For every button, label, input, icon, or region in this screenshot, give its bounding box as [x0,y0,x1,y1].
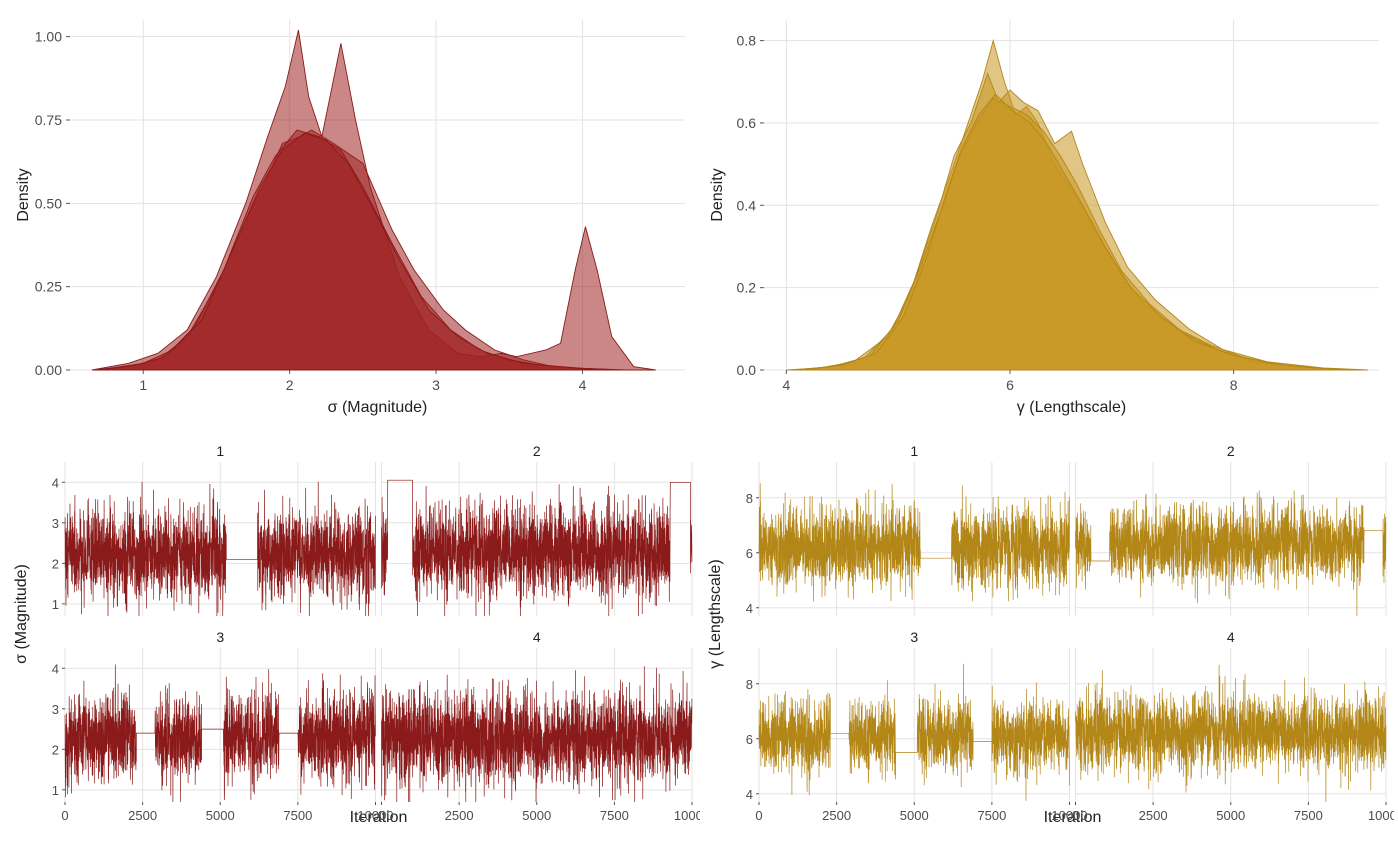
xtick-label: 7500 [283,808,312,823]
density-sigma-svg: 1 2 3 4 0.00 0.25 0.50 0.75 1.00 σ (Magnitude) Den… [10,10,700,430]
ytick-label: 2 [52,742,59,757]
density-gamma-svg: 4 6 8 0.0 0.2 0.4 0.6 0.8 γ (Lengthscale) Density [704,10,1394,430]
ytick-label: 4 [746,601,753,616]
y-axis-title: Density [15,168,32,221]
xtick-label: 2500 [445,808,474,823]
xtick-label: 7500 [977,808,1006,823]
ytick-label: 2 [52,556,59,571]
facet-label: 2 [533,443,541,459]
ytick-label: 8 [746,677,753,692]
xtick-label: 8 [1230,377,1238,393]
xtick-label: 1 [139,377,147,393]
ytick-label: 0.2 [737,280,757,296]
xtick-label: 6 [1006,377,1014,393]
facet-label: 1 [216,443,224,459]
density-gamma-panel: 4 6 8 0.0 0.2 0.4 0.6 0.8 γ (Lengthscale) Density [704,10,1394,430]
ytick-label: 6 [746,732,753,747]
ytick-label: 0.25 [35,279,62,295]
ytick-label: 4 [52,475,59,490]
xtick-label: 5000 [206,808,235,823]
ytick-label: 0.50 [35,195,62,211]
ytick-label: 4 [746,787,753,802]
ytick-label: 0.00 [35,362,62,378]
xtick-label: 0 [61,808,68,823]
xtick-label: 10000 [674,808,700,823]
facet-label: 1 [910,443,918,459]
ytick-label: 1.00 [35,29,62,45]
xtick-label: 5000 [900,808,929,823]
xtick-label: 4 [782,377,790,393]
ytick-label: 6 [746,546,753,561]
xtick-label: 10000 [1368,808,1394,823]
xtick-label: 2500 [1139,808,1168,823]
xtick-label: 2500 [128,808,157,823]
ytick-label: 1 [52,597,59,612]
xtick-label: 3 [432,377,440,393]
facet-label: 4 [1227,629,1235,645]
ytick-label: 0.0 [737,362,757,378]
traces-gamma-panel: γ (Lengthscale)Iteration1468234680250050… [704,434,1394,834]
xtick-label: 0 [1072,808,1079,823]
ytick-label: 0.8 [737,33,757,49]
traces-sigma-panel: σ (Magnitude)Iteration112342312340250050… [10,434,700,834]
ytick-label: 4 [52,661,59,676]
xtick-label: 5000 [522,808,551,823]
x-axis-title: γ (Lengthscale) [1017,399,1126,416]
y-axis-title: σ (Magnitude) [13,564,30,664]
y-axis-title: Density [709,168,726,221]
chart-container: 12340.000.250.500.751.00σ (Magnitude)Den… [10,10,1388,834]
xtick-label: 10000 [357,808,393,823]
traces-gamma-svg: γ (Lengthscale)Iteration1468234680250050… [704,434,1394,834]
x-axis-title: σ (Magnitude) [328,399,428,416]
xtick-label: 7500 [1294,808,1323,823]
xtick-label: 5000 [1216,808,1245,823]
xtick-label: 2500 [822,808,851,823]
xtick-label: 0 [755,808,762,823]
facet-label: 3 [216,629,224,645]
ytick-label: 0.4 [737,197,757,213]
xtick-label: 4 [579,377,587,393]
xtick-label: 7500 [600,808,629,823]
xtick-label: 0 [378,808,385,823]
xtick-label: 2 [286,377,294,393]
y-axis-title: γ (Lengthscale) [707,559,724,668]
ytick-label: 1 [52,783,59,798]
ytick-label: 3 [52,702,59,717]
ytick-label: 3 [52,516,59,531]
density-sigma-panel: 1 2 3 4 0.00 0.25 0.50 0.75 1.00 σ (Magnitude) Den… [10,10,700,430]
ytick-label: 0.6 [737,115,757,131]
facet-label: 2 [1227,443,1235,459]
traces-sigma-svg: σ (Magnitude)Iteration112342312340250050… [10,434,700,834]
xtick-label: 10000 [1051,808,1087,823]
ytick-label: 8 [746,491,753,506]
ytick-label: 0.75 [35,112,62,128]
facet-label: 4 [533,629,541,645]
facet-label: 3 [910,629,918,645]
